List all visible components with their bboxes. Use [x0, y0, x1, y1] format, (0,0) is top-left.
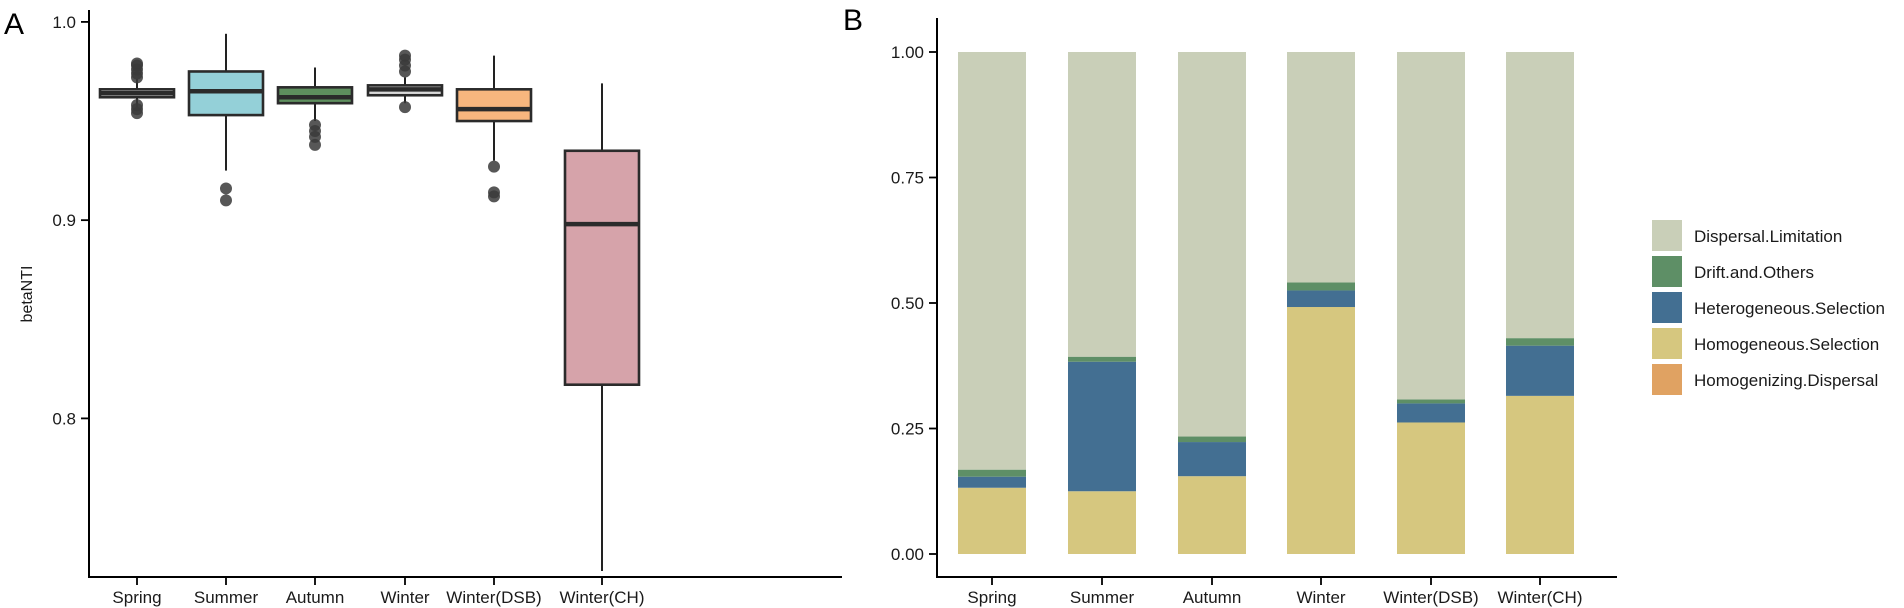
- bar-segment-dispersal-limitation: [1068, 52, 1136, 357]
- panel-b-x-tick-label: Spring: [967, 588, 1016, 607]
- panel-a-boxplot: betaNTI 0.8 0.9 1.0 Spring Summer Autumn Wint…: [19, 10, 842, 607]
- panel-b-y-tick-label: 0.75: [891, 169, 924, 188]
- box-outlier: [220, 182, 232, 195]
- stacked-bar-winter: [1287, 52, 1355, 554]
- panel-b-letter: B: [843, 4, 863, 37]
- box-winterch: [563, 83, 641, 572]
- bar-segment-homogeneous-selection: [1506, 395, 1574, 554]
- panel-b-x-tick-label: Winter: [1296, 588, 1345, 607]
- stacked-bar-summer: [1068, 52, 1136, 554]
- bar-segment-dispersal-limitation: [1397, 52, 1465, 400]
- box-winter: [366, 49, 444, 114]
- bar-segment-dispersal-limitation: [1178, 52, 1246, 437]
- box-spring: [98, 57, 176, 120]
- panel-a-x-tick-label: Autumn: [286, 588, 345, 607]
- panel-a-y-tick-label: 0.8: [52, 409, 76, 428]
- box-winterdsb: [455, 55, 533, 203]
- box-outlier: [399, 101, 411, 114]
- panel-a-y-axis-title: betaNTI: [19, 266, 36, 323]
- box-outlier: [488, 190, 500, 203]
- box-outlier: [309, 119, 321, 131]
- panel-a-y-tick-label: 1.0: [52, 13, 76, 32]
- bar-segment-heterogeneous-selection: [1178, 442, 1246, 477]
- legend-label: Dispersal.Limitation: [1694, 227, 1842, 246]
- panel-b-x-tick-label: Summer: [1070, 588, 1135, 607]
- bar-segment-heterogeneous-selection: [1506, 345, 1574, 396]
- panel-b-x-tick-label: Winter(CH): [1498, 588, 1583, 607]
- panel-a-x-ticks: Spring Summer Autumn Winter Winter(DSB) Winte…: [112, 577, 645, 607]
- bar-segment-homogeneous-selection: [1287, 307, 1355, 554]
- stacked-bar-winterdsb: [1397, 52, 1465, 554]
- panel-a-y-ticks: 0.8 0.9 1.0: [52, 13, 89, 428]
- stacked-bar-winterch: [1506, 52, 1574, 554]
- box-autumn: [276, 67, 354, 151]
- bar-segment-dispersal-limitation: [958, 52, 1026, 470]
- bar-segment-drift-and-others: [1068, 356, 1136, 362]
- panel-a-x-tick-label: Winter(CH): [560, 588, 645, 607]
- panel-b-y-ticks: 0.00 0.25 0.50 0.75 1.00: [891, 43, 937, 564]
- panel-a-x-tick-label: Winter: [380, 588, 429, 607]
- legend-swatch: [1652, 292, 1682, 323]
- panel-b-y-tick-label: 1.00: [891, 43, 924, 62]
- bar-segment-drift-and-others: [1287, 282, 1355, 291]
- legend-swatch: [1652, 256, 1682, 287]
- box-iqr: [455, 88, 533, 123]
- box-summer: [187, 33, 265, 207]
- box-outlier: [220, 194, 232, 207]
- panel-b-bars: [958, 52, 1574, 554]
- bar-segment-drift-and-others: [1397, 399, 1465, 404]
- panel-a-x-tick-label: Summer: [194, 588, 259, 607]
- stacked-bar-spring: [958, 52, 1026, 554]
- panel-a-letter: A: [4, 8, 24, 41]
- panel-a-x-tick-label: Winter(DSB): [446, 588, 541, 607]
- bar-segment-homogeneous-selection: [1397, 422, 1465, 554]
- panel-b-x-ticks: Spring Summer Autumn Winter Winter(DSB) Winte…: [967, 577, 1583, 607]
- bar-segment-homogeneous-selection: [1178, 476, 1246, 554]
- panel-b-x-tick-label: Autumn: [1183, 588, 1242, 607]
- box-outlier: [399, 49, 411, 62]
- bar-segment-heterogeneous-selection: [1068, 361, 1136, 492]
- legend-swatch: [1652, 220, 1682, 251]
- panel-b-y-tick-label: 0.00: [891, 545, 924, 564]
- legend-label: Heterogeneous.Selection: [1694, 299, 1885, 318]
- panel-b-stacked-bar: 0.00 0.25 0.50 0.75 1.00 Spring Summer Autumn W…: [891, 18, 1885, 607]
- bar-segment-drift-and-others: [1506, 338, 1574, 346]
- legend-swatch: [1652, 364, 1682, 395]
- bar-segment-homogeneous-selection: [958, 487, 1026, 554]
- legend-label: Homogenizing.Dispersal: [1694, 371, 1878, 390]
- bar-segment-drift-and-others: [958, 469, 1026, 477]
- box-iqr: [563, 149, 641, 387]
- bar-segment-homogeneous-selection: [1068, 491, 1136, 554]
- box-outlier: [131, 57, 143, 70]
- panel-a-x-tick-label: Spring: [112, 588, 161, 607]
- panel-b-y-tick-label: 0.25: [891, 420, 924, 439]
- bar-segment-drift-and-others: [1178, 436, 1246, 443]
- legend-label: Homogeneous.Selection: [1694, 335, 1879, 354]
- panel-b-legend: Dispersal.Limitation Drift.and.Others Hete…: [1652, 220, 1885, 395]
- bar-segment-dispersal-limitation: [1287, 52, 1355, 283]
- bar-segment-heterogeneous-selection: [1287, 290, 1355, 308]
- panel-a-boxes: [98, 33, 641, 572]
- bar-segment-heterogeneous-selection: [1397, 403, 1465, 423]
- panel-b-x-tick-label: Winter(DSB): [1383, 588, 1478, 607]
- box-outlier: [131, 99, 143, 112]
- box-outlier: [488, 160, 500, 173]
- panel-a-y-tick-label: 0.9: [52, 211, 76, 230]
- legend-swatch: [1652, 328, 1682, 359]
- bar-segment-heterogeneous-selection: [958, 476, 1026, 488]
- panel-b-y-tick-label: 0.50: [891, 294, 924, 313]
- stacked-bar-autumn: [1178, 52, 1246, 554]
- bar-segment-dispersal-limitation: [1506, 52, 1574, 339]
- legend-label: Drift.and.Others: [1694, 263, 1814, 282]
